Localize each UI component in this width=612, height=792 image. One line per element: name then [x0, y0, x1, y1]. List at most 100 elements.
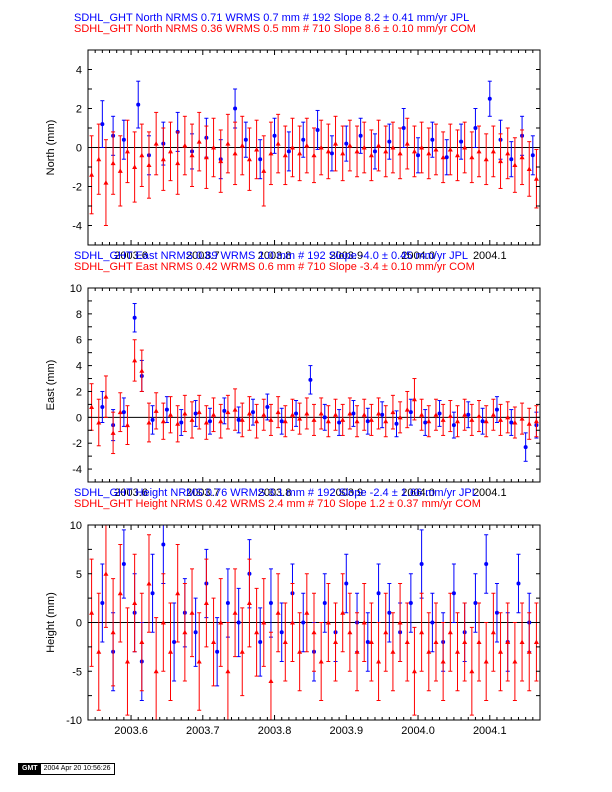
x-tick-label: 2003.6: [114, 725, 148, 737]
data-point-jpl: [193, 630, 198, 635]
data-point-jpl: [301, 137, 306, 142]
data-point-com: [390, 409, 396, 415]
data-point-com: [411, 668, 417, 674]
data-point-com: [304, 410, 310, 416]
data-point-com: [132, 600, 138, 605]
data-point-jpl: [258, 640, 263, 644]
data-point-com: [533, 418, 539, 424]
plot-timestamp: 2004 Apr 20 10:56:26: [43, 765, 111, 772]
data-point-com: [347, 629, 353, 635]
data-point-com: [490, 629, 496, 635]
y-tick-label: 8: [76, 309, 82, 321]
data-point-jpl: [344, 581, 349, 586]
data-point-jpl: [121, 562, 126, 566]
data-point-jpl: [236, 417, 241, 422]
data-point-com: [340, 150, 346, 156]
data-point-com: [268, 150, 274, 156]
data-point-com: [454, 152, 460, 158]
data-point-com: [268, 678, 274, 683]
data-point-com: [153, 408, 159, 413]
data-point-com: [160, 156, 166, 162]
data-point-jpl: [100, 404, 105, 409]
y-axis-label: Height (mm): [45, 592, 57, 653]
data-point-com: [203, 154, 209, 160]
data-point-com: [246, 600, 252, 605]
y-tick-label: -10: [66, 715, 82, 727]
chart-panel: SDHL_GHT Height NRMS 0.76 WRMS 3.1 mm # …: [45, 487, 541, 737]
data-point-jpl: [523, 445, 528, 450]
data-point-com: [110, 629, 116, 635]
x-tick-label: 2003.6: [114, 487, 148, 499]
plot-area: [88, 525, 540, 720]
plot-area: [88, 80, 540, 226]
data-point-com: [354, 649, 360, 654]
y-axis-label: North (mm): [45, 120, 57, 176]
data-point-jpl: [437, 411, 442, 416]
data-point-com: [397, 150, 403, 156]
data-point-jpl: [100, 122, 105, 127]
data-point-com: [333, 412, 339, 417]
data-point-com: [490, 148, 496, 154]
data-point-jpl: [387, 610, 392, 615]
data-point-jpl: [494, 407, 499, 412]
data-point-com: [239, 649, 245, 654]
data-point-com: [426, 150, 432, 156]
data-point-com: [304, 610, 310, 615]
data-point-com: [189, 417, 195, 422]
data-point-com: [275, 610, 281, 615]
data-point-com: [361, 412, 367, 417]
data-point-jpl: [294, 411, 299, 416]
data-point-jpl: [430, 137, 435, 142]
data-point-com: [411, 396, 417, 402]
y-tick-label: 10: [70, 283, 82, 295]
data-point-com: [160, 620, 166, 625]
data-point-com: [203, 420, 209, 425]
data-point-com: [168, 412, 174, 417]
data-point-jpl: [423, 420, 428, 425]
data-point-com: [117, 590, 123, 596]
x-tick-label: 2004.1: [473, 725, 507, 737]
data-point-com: [211, 412, 217, 417]
data-point-com: [440, 417, 446, 422]
data-point-com: [153, 668, 159, 674]
data-point-jpl: [494, 610, 499, 615]
data-point-com: [189, 152, 195, 158]
data-point-jpl: [365, 419, 370, 424]
data-point-com: [361, 620, 367, 625]
y-tick-label: 4: [76, 65, 82, 77]
data-point-jpl: [150, 591, 155, 596]
data-point-com: [526, 649, 532, 654]
data-point-com: [404, 141, 410, 146]
data-point-com: [519, 154, 525, 160]
x-tick-label: 2004.0: [401, 250, 435, 262]
data-point-com: [110, 160, 116, 166]
data-point-jpl: [121, 410, 126, 415]
x-tick-label: 2003.7: [186, 725, 220, 737]
data-point-com: [347, 410, 353, 416]
y-tick-label: 0: [76, 143, 82, 155]
data-point-jpl: [401, 126, 406, 130]
data-point-com: [132, 357, 138, 363]
data-point-com: [153, 141, 159, 146]
data-point-jpl: [265, 404, 270, 409]
data-point-com: [376, 410, 382, 416]
data-point-com: [218, 620, 224, 625]
y-tick-label: -2: [72, 438, 82, 450]
data-point-jpl: [516, 581, 521, 586]
data-point-jpl: [372, 149, 377, 154]
y-tick-label: -4: [72, 221, 82, 233]
data-point-com: [182, 629, 188, 635]
data-point-com: [261, 412, 267, 417]
data-point-jpl: [100, 601, 105, 605]
data-point-com: [254, 418, 260, 424]
data-point-com: [498, 649, 504, 654]
data-point-com: [397, 414, 403, 420]
data-point-com: [325, 418, 331, 424]
data-point-com: [282, 152, 288, 158]
data-point-jpl: [193, 411, 198, 416]
data-point-com: [368, 152, 374, 158]
data-point-com: [225, 409, 231, 415]
data-point-com: [440, 154, 446, 160]
data-point-com: [110, 430, 116, 435]
data-point-com: [239, 417, 245, 422]
